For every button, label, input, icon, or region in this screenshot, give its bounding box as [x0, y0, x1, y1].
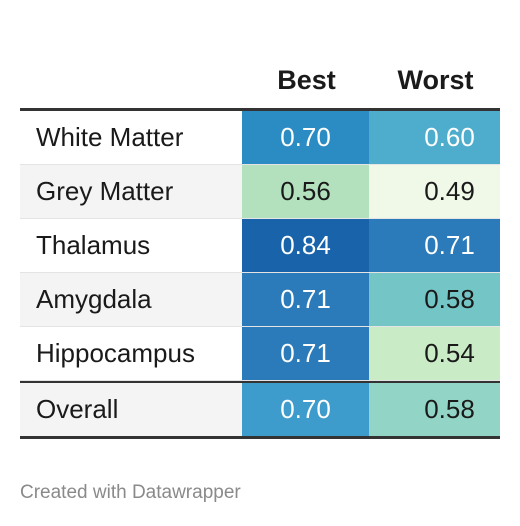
best-value-cell: 0.70 [242, 383, 369, 436]
worst-value-cell: 0.58 [369, 273, 500, 326]
worst-value-cell: 0.71 [369, 219, 500, 272]
worst-value-cell: 0.60 [369, 111, 500, 164]
worst-value-cell: 0.54 [369, 327, 500, 380]
table-row: Grey Matter 0.56 0.49 [20, 165, 500, 219]
heatmap-table: Best Worst White Matter 0.70 0.60 Grey Matt… [20, 52, 500, 439]
row-label: Hippocampus [20, 327, 242, 380]
table-row: White Matter 0.70 0.60 [20, 111, 500, 165]
best-value-cell: 0.84 [242, 219, 369, 272]
worst-value-cell: 0.58 [369, 383, 500, 436]
header-worst: Worst [397, 64, 474, 95]
row-label: Amygdala [20, 273, 242, 326]
table-row-overall: Overall 0.70 0.58 [20, 381, 500, 439]
row-label: Grey Matter [20, 165, 242, 218]
worst-value-cell: 0.49 [369, 165, 500, 218]
table-body: White Matter 0.70 0.60 Grey Matter 0.56 0.49 T… [20, 111, 500, 439]
table-row: Hippocampus 0.71 0.54 [20, 327, 500, 381]
table-row: Amygdala 0.71 0.58 [20, 273, 500, 327]
best-value-cell: 0.70 [242, 111, 369, 164]
best-value-cell: 0.71 [242, 327, 369, 380]
best-value-cell: 0.71 [242, 273, 369, 326]
footer-credit: Created with Datawrapper [20, 482, 241, 503]
table-row: Thalamus 0.84 0.71 [20, 219, 500, 273]
row-label: Overall [20, 383, 242, 436]
best-value-cell: 0.56 [242, 165, 369, 218]
row-label: Thalamus [20, 219, 242, 272]
row-label: White Matter [20, 111, 242, 164]
header-best: Best [277, 64, 336, 95]
table-header: Best Worst [20, 52, 500, 111]
